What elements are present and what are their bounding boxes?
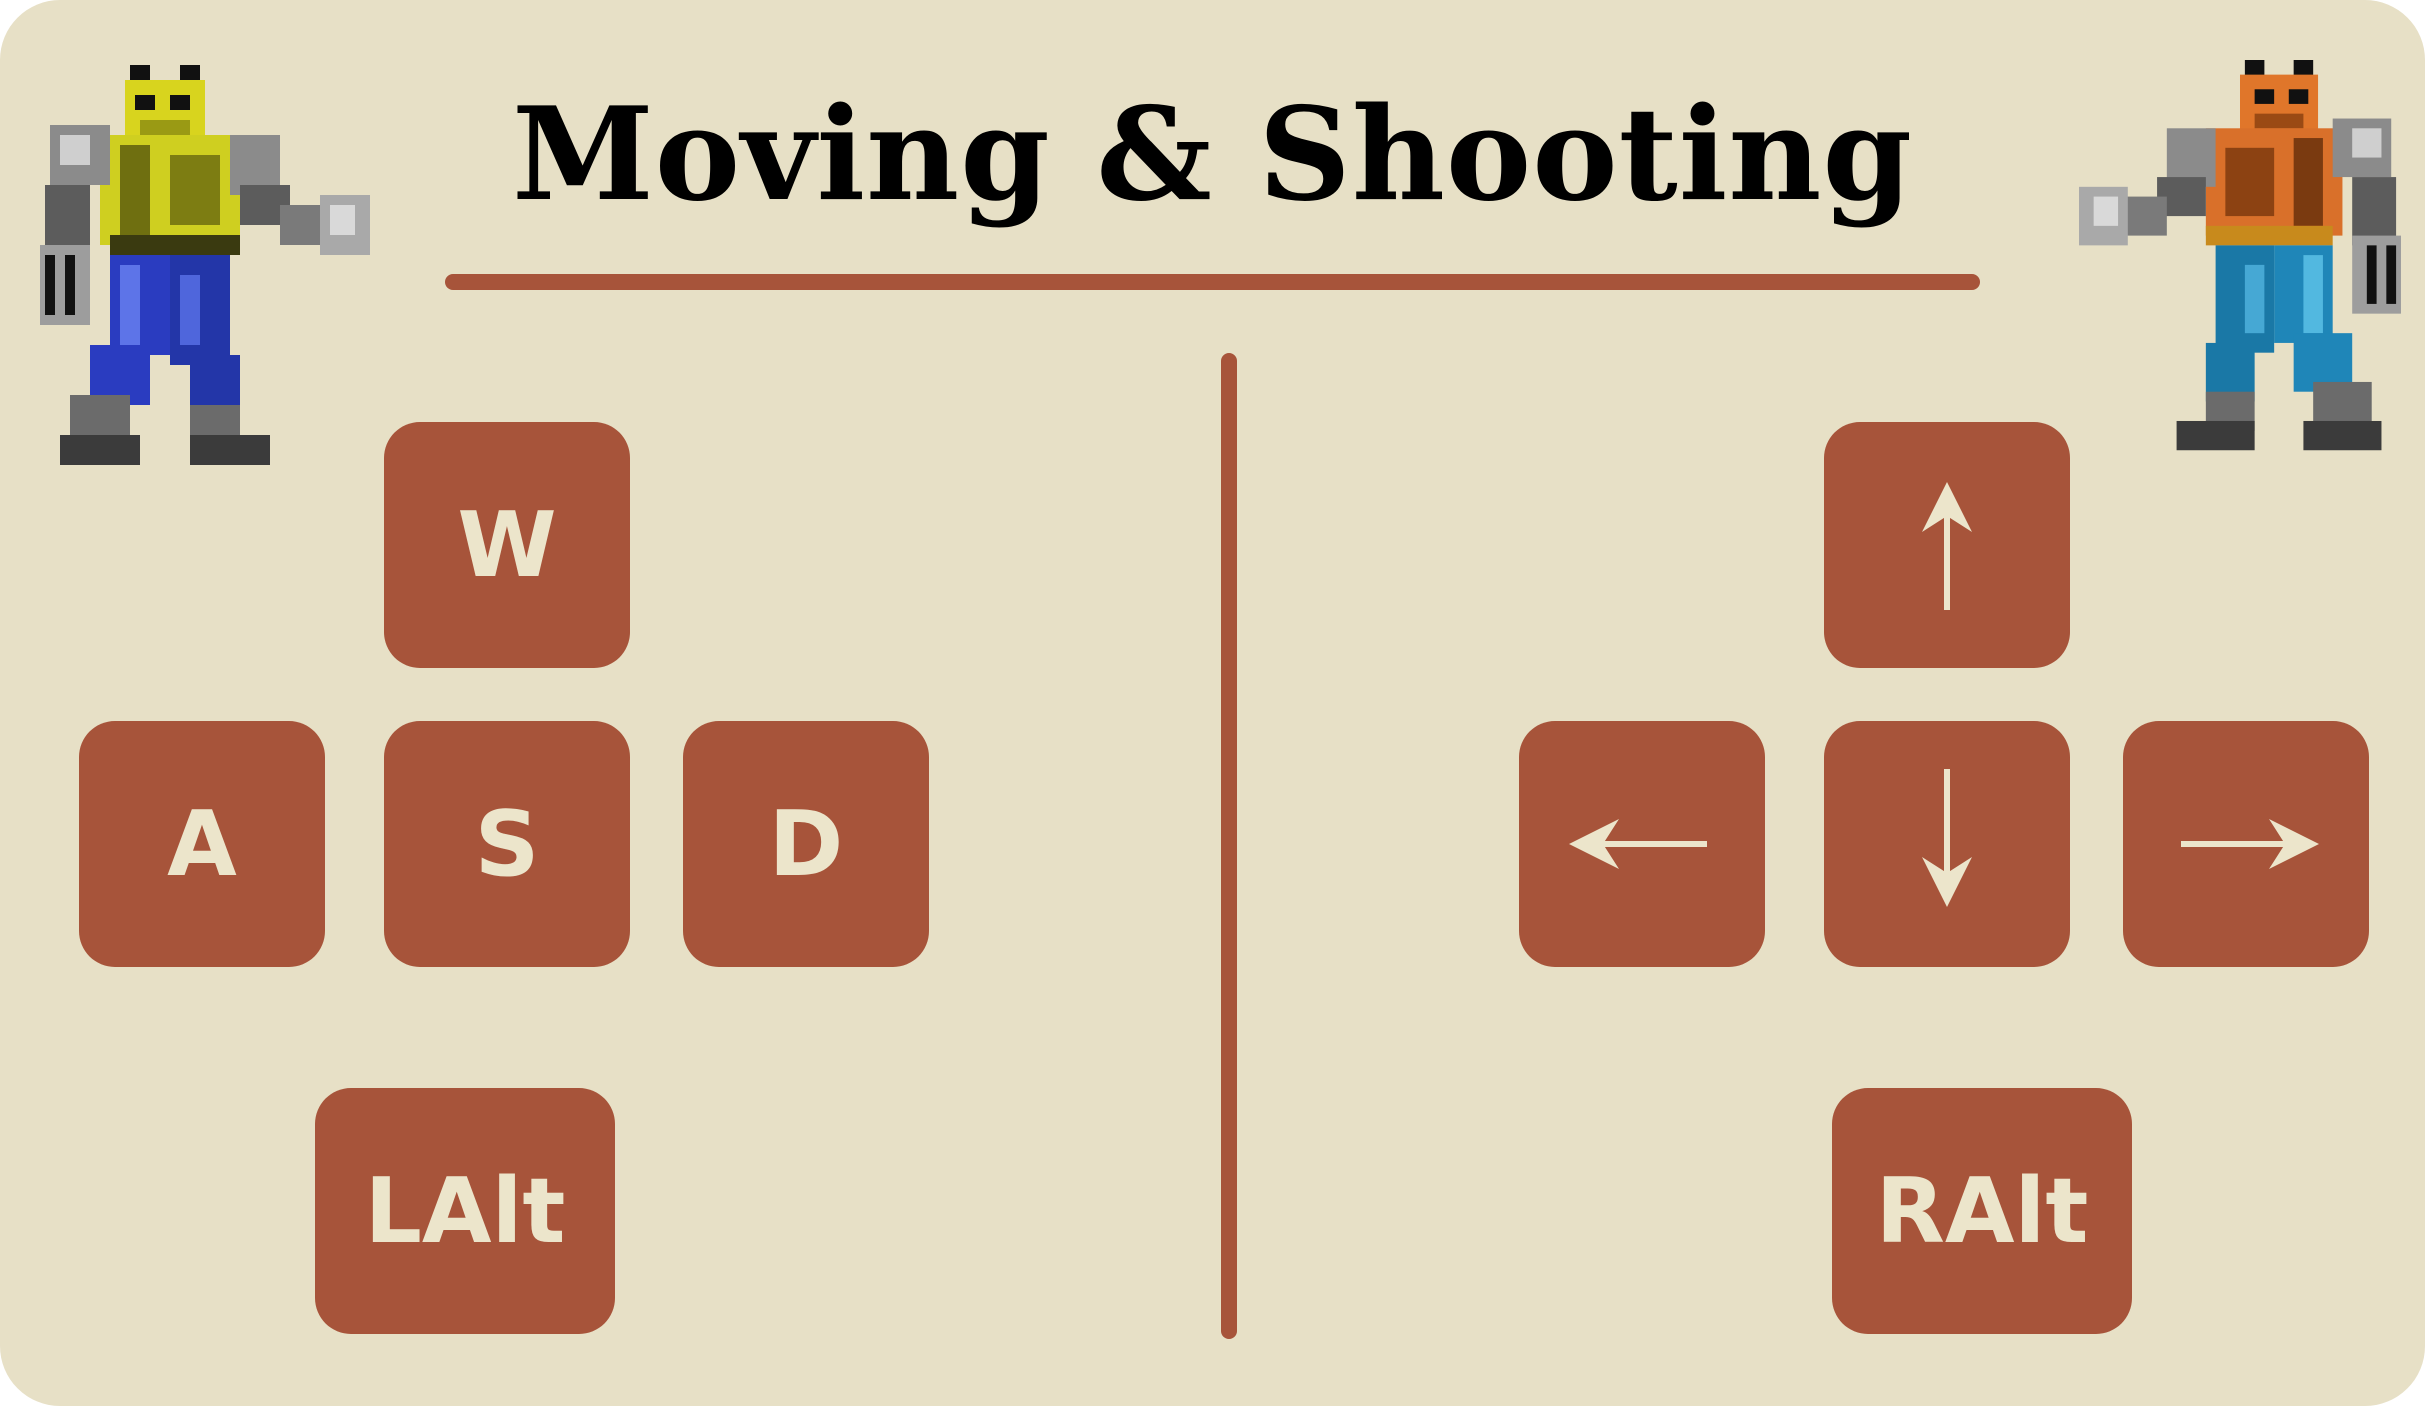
arrow-up-icon (1872, 470, 2022, 620)
key-w[interactable]: W (384, 422, 630, 668)
key-arrow-down[interactable] (1824, 721, 2070, 967)
key-arrow-left[interactable] (1519, 721, 1765, 967)
key-a-label: A (167, 792, 237, 897)
key-right-alt[interactable]: RAlt (1832, 1088, 2132, 1334)
arrow-right-icon (2171, 769, 2321, 919)
key-arrow-up[interactable] (1824, 422, 2070, 668)
title-underline (445, 274, 1980, 290)
key-s[interactable]: S (384, 721, 630, 967)
page-title: Moving & Shooting (450, 75, 1975, 235)
key-d-label: D (769, 792, 844, 897)
key-w-label: W (457, 493, 556, 598)
key-left-alt-label: LAlt (365, 1159, 566, 1264)
key-a[interactable]: A (79, 721, 325, 967)
arrow-down-icon (1872, 769, 2022, 919)
arrow-left-icon (1567, 769, 1717, 919)
key-left-alt[interactable]: LAlt (315, 1088, 615, 1334)
orange-fighter-icon (2075, 60, 2405, 460)
yellow-fighter-icon (40, 65, 370, 475)
key-arrow-right[interactable] (2123, 721, 2369, 967)
key-d[interactable]: D (683, 721, 929, 967)
key-s-label: S (475, 792, 540, 897)
player-divider (1221, 353, 1237, 1339)
key-right-alt-label: RAlt (1876, 1159, 2089, 1264)
